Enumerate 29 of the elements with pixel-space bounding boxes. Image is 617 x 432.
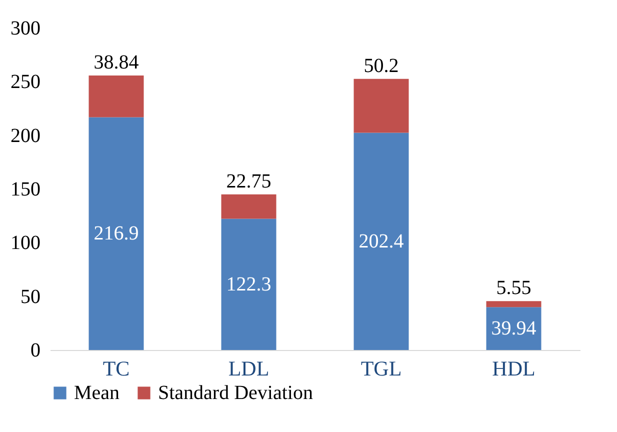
bar — [486, 307, 542, 350]
data-label: 5.55 — [496, 277, 532, 300]
y-tick-label: 250 — [10, 71, 40, 94]
bar — [88, 76, 144, 118]
data-label: 50.2 — [364, 54, 399, 77]
y-tick-label: 200 — [10, 124, 40, 147]
data-label: 22.75 — [226, 170, 272, 192]
bar — [486, 301, 542, 308]
y-tick-label: 100 — [10, 232, 40, 254]
bar — [354, 78, 409, 133]
x-tick-label: TC — [102, 356, 130, 380]
y-tick-label: 150 — [10, 178, 40, 200]
data-label: 122.3 — [226, 273, 272, 296]
bar — [88, 117, 144, 350]
y-tick-label: 50 — [20, 286, 40, 308]
x-tick-label: TGL — [360, 356, 402, 380]
y-tick-label: 0 — [30, 340, 40, 362]
data-label: 38.84 — [94, 52, 139, 74]
data-label: 202.4 — [358, 230, 404, 252]
y-tick-label: 300 — [10, 18, 40, 40]
data-label: 216.9 — [94, 222, 139, 245]
legend-label: Mean — [74, 382, 120, 404]
bar — [354, 132, 409, 350]
data-label: 39.94 — [491, 318, 536, 340]
x-tick-label: HDL — [492, 356, 536, 380]
legend-label: Standard Deviation — [158, 382, 313, 404]
bar — [221, 194, 276, 219]
bar — [221, 218, 276, 350]
x-tick-label: LDL — [228, 356, 270, 380]
